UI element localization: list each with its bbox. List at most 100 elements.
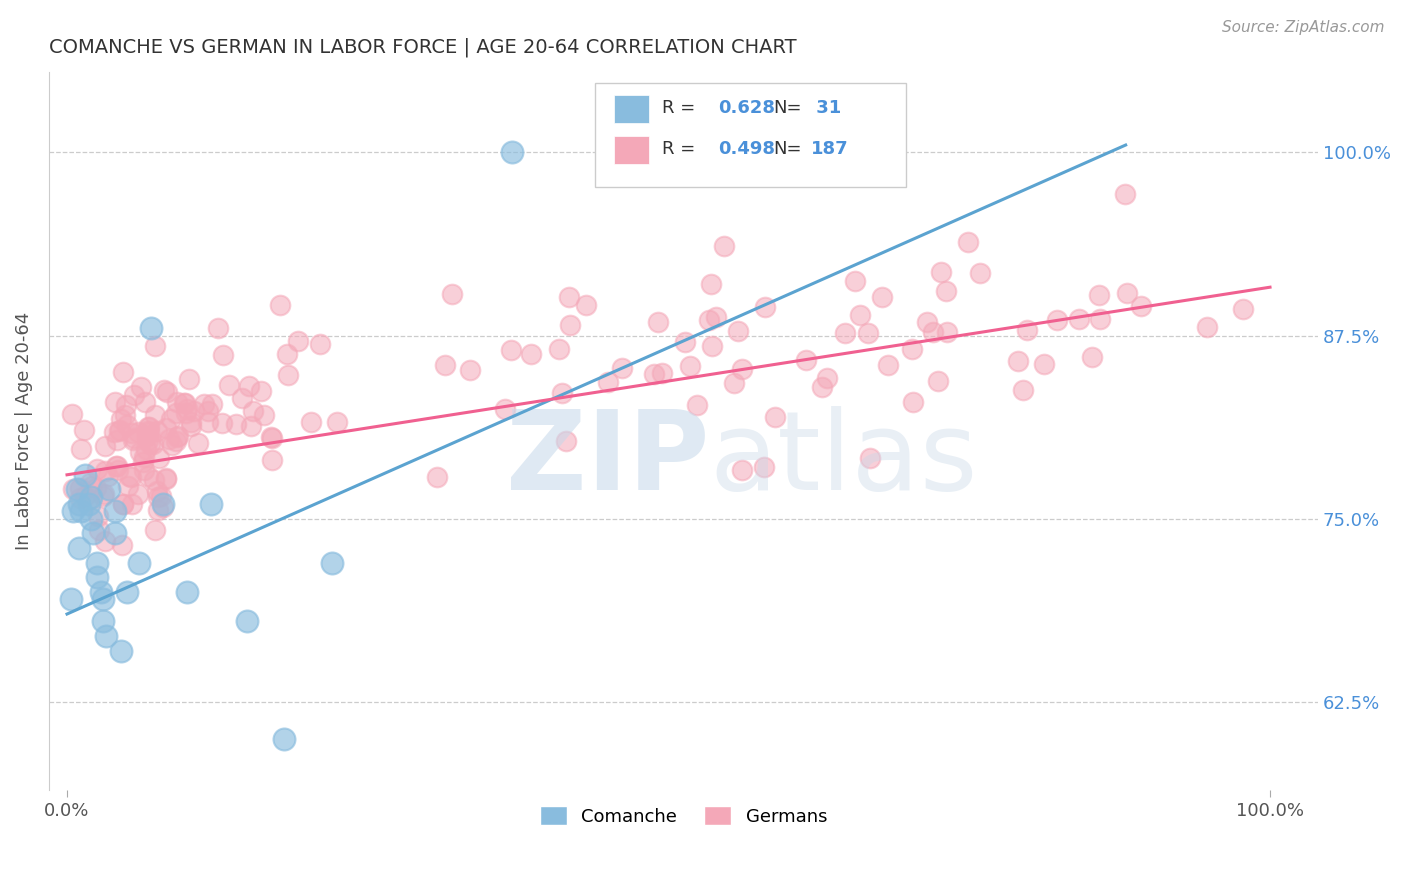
- Point: [238, 379, 260, 393]
- Point: [70, 442, 93, 456]
- Point: [240, 419, 263, 434]
- Point: [207, 320, 229, 334]
- Point: [212, 348, 235, 362]
- Point: [73, 467, 96, 482]
- Point: [115, 585, 138, 599]
- Point: [277, 368, 299, 383]
- Point: [155, 421, 177, 435]
- Point: [108, 424, 131, 438]
- Point: [225, 417, 247, 432]
- Point: [176, 402, 198, 417]
- Point: [554, 434, 576, 449]
- Point: [127, 425, 149, 439]
- Point: [1088, 288, 1111, 302]
- Point: [70, 504, 93, 518]
- Point: [121, 497, 143, 511]
- Point: [231, 391, 253, 405]
- Point: [136, 433, 159, 447]
- Point: [122, 434, 145, 448]
- Point: [287, 334, 309, 348]
- Point: [794, 352, 817, 367]
- Point: [104, 394, 127, 409]
- Point: [1033, 357, 1056, 371]
- Point: [66, 483, 89, 497]
- Point: [128, 556, 150, 570]
- Point: [1232, 301, 1254, 316]
- Point: [122, 388, 145, 402]
- Point: [77, 497, 100, 511]
- Point: [135, 425, 157, 439]
- Text: R =: R =: [662, 140, 702, 158]
- Point: [132, 450, 155, 464]
- Point: [122, 430, 145, 444]
- Point: [458, 362, 481, 376]
- Point: [699, 277, 721, 291]
- Text: 187: 187: [810, 140, 848, 158]
- Text: 0.628: 0.628: [718, 99, 775, 118]
- Point: [1116, 286, 1139, 301]
- Point: [1130, 299, 1153, 313]
- Point: [921, 325, 943, 339]
- Point: [598, 375, 620, 389]
- Point: [697, 313, 720, 327]
- Point: [143, 409, 166, 423]
- Point: [156, 384, 179, 399]
- Point: [201, 397, 224, 411]
- Point: [574, 298, 596, 312]
- Point: [193, 397, 215, 411]
- Point: [1088, 311, 1111, 326]
- Point: [67, 497, 90, 511]
- Point: [260, 452, 283, 467]
- Point: [249, 384, 271, 398]
- Point: [647, 314, 669, 328]
- Point: [97, 469, 120, 483]
- Point: [957, 235, 980, 249]
- Point: [242, 404, 264, 418]
- Point: [434, 358, 457, 372]
- Point: [844, 274, 866, 288]
- Point: [87, 508, 110, 523]
- Point: [114, 408, 136, 422]
- Point: [308, 337, 330, 351]
- Point: [76, 492, 98, 507]
- Point: [558, 290, 581, 304]
- Point: [117, 479, 139, 493]
- Point: [1114, 186, 1136, 201]
- Point: [276, 346, 298, 360]
- Point: [105, 434, 128, 448]
- Point: [104, 504, 127, 518]
- Point: [252, 408, 274, 422]
- Point: [901, 342, 924, 356]
- Point: [103, 425, 125, 440]
- Point: [1007, 354, 1029, 368]
- Point: [1046, 312, 1069, 326]
- Point: [1081, 351, 1104, 365]
- Point: [834, 326, 856, 340]
- Point: [146, 490, 169, 504]
- Point: [84, 481, 107, 495]
- Point: [558, 318, 581, 333]
- Point: [141, 321, 163, 335]
- Point: [73, 489, 96, 503]
- Point: [501, 145, 523, 160]
- Text: N=: N=: [773, 140, 803, 158]
- Point: [935, 325, 957, 339]
- Point: [129, 445, 152, 459]
- Point: [148, 451, 170, 466]
- Point: [200, 497, 222, 511]
- Point: [173, 396, 195, 410]
- Point: [165, 406, 187, 420]
- Point: [160, 438, 183, 452]
- Point: [87, 523, 110, 537]
- Point: [146, 424, 169, 438]
- Text: ZIP: ZIP: [506, 406, 709, 513]
- Point: [934, 284, 956, 298]
- Point: [520, 347, 543, 361]
- Text: Source: ZipAtlas.com: Source: ZipAtlas.com: [1222, 20, 1385, 35]
- Point: [643, 368, 665, 382]
- FancyBboxPatch shape: [614, 95, 650, 123]
- Point: [686, 398, 709, 412]
- Point: [135, 442, 157, 456]
- Point: [702, 339, 724, 353]
- Text: R =: R =: [662, 99, 702, 118]
